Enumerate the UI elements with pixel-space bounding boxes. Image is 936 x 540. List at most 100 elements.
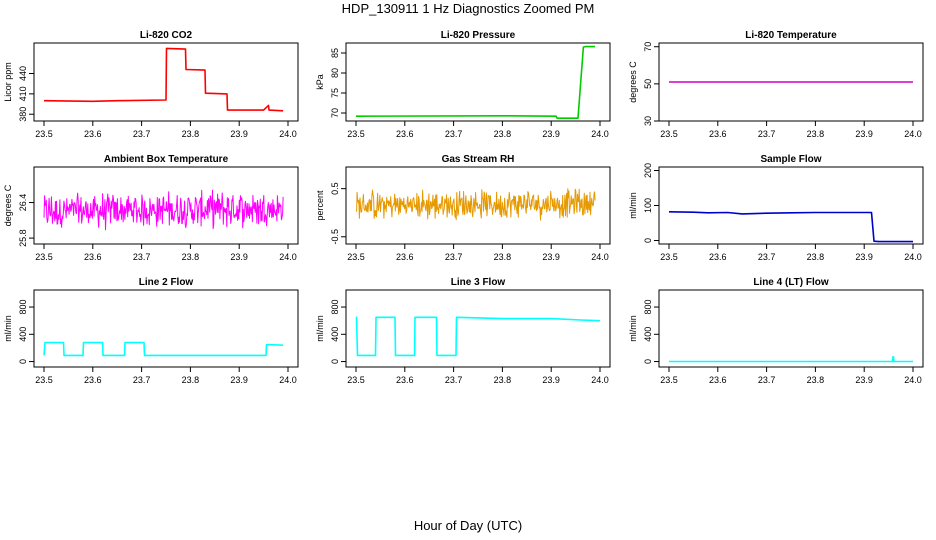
plot-frame	[345, 166, 611, 245]
series-line-line-2-flow	[43, 341, 284, 357]
y-axis-label: ml/min	[315, 315, 325, 342]
panel-li-820-temperature: Li-820 Temperature degrees C 23.5 23.6 23.7 2…	[628, 30, 924, 139]
x-tick-label: 23.8	[494, 252, 512, 262]
panel-title: Li-820 Pressure	[441, 30, 516, 41]
y-tick-label: 70	[643, 42, 653, 52]
panel-sample-flow: Sample Flow ml/min 23.5 23.6 23.7 23.8 23.9 24.…	[628, 154, 924, 262]
x-tick-label: 24.0	[279, 375, 297, 385]
series-line-li-820-pressure	[355, 45, 596, 119]
x-tick-label: 23.7	[445, 129, 463, 139]
x-tick-label: 24.0	[591, 129, 609, 139]
x-tick-label: 23.6	[709, 129, 727, 139]
y-tick-label: 50	[643, 79, 653, 89]
x-tick-label: 23.6	[84, 129, 102, 139]
x-tick-label: 23.8	[182, 252, 200, 262]
y-tick-label: 0	[18, 359, 28, 364]
x-tick-label: 23.5	[35, 252, 53, 262]
y-tick-label: 380	[18, 107, 28, 122]
panel-line-2-flow: Line 2 Flow ml/min 23.5 23.6 23.7 23.8 23.9 24.…	[3, 277, 299, 385]
x-tick-label: 23.8	[182, 375, 200, 385]
y-tick-label: 100	[643, 198, 653, 213]
x-tick-label: 23.9	[542, 129, 560, 139]
plot-frame	[658, 289, 924, 368]
plot-frame	[33, 42, 299, 122]
plot-frame	[33, 289, 299, 368]
x-tick-label: 23.9	[855, 129, 873, 139]
y-axis-label: ml/min	[628, 192, 638, 219]
x-axis-label: Hour of Day (UTC)	[413, 518, 523, 533]
plot-frame	[658, 42, 924, 122]
y-axis-label: ml/min	[3, 315, 13, 342]
y-tick-label: 30	[643, 116, 653, 126]
y-axis-label: Licor ppm	[3, 62, 13, 102]
panel-li-820-pressure: Li-820 Pressure kPa 23.5 23.6 23.7 23.8 23.9 24…	[315, 30, 611, 139]
y-tick-label: 800	[330, 300, 340, 315]
y-tick-label: 26.4	[18, 194, 28, 212]
x-tick-label: 24.0	[904, 129, 922, 139]
plot-frame	[658, 166, 924, 245]
x-tick-label: 23.9	[230, 375, 248, 385]
x-tick-label: 23.5	[660, 375, 678, 385]
panel-title: Gas Stream RH	[442, 154, 515, 165]
x-tick-label: 23.8	[182, 129, 200, 139]
y-axis-label: degrees C	[3, 184, 13, 226]
panel-title: Line 4 (LT) Flow	[753, 277, 829, 288]
x-tick-label: 23.5	[35, 375, 53, 385]
x-tick-label: 23.7	[758, 252, 776, 262]
x-tick-label: 23.9	[542, 375, 560, 385]
x-tick-label: 24.0	[279, 252, 297, 262]
panel-title: Line 3 Flow	[451, 277, 506, 288]
y-tick-label: 0	[643, 238, 653, 243]
x-tick-label: 23.8	[807, 129, 825, 139]
y-tick-label: 25.8	[18, 229, 28, 247]
series-line-gas-stream-rh	[355, 188, 596, 221]
y-tick-label: 85	[330, 48, 340, 58]
x-tick-label: 24.0	[904, 375, 922, 385]
panel-li-820-co2: Li-820 CO2 Licor ppm 23.5 23.6 23.7 23.8 23.9 2…	[3, 30, 299, 139]
x-tick-label: 24.0	[904, 252, 922, 262]
x-tick-label: 23.7	[133, 252, 151, 262]
y-axis-label: percent	[315, 190, 325, 221]
x-tick-label: 23.8	[807, 252, 825, 262]
x-tick-label: 23.7	[133, 129, 151, 139]
x-tick-label: 23.8	[494, 129, 512, 139]
panel-gas-stream-rh: Gas Stream RH percent 23.5 23.6 23.7 23.8 23.9…	[315, 154, 611, 262]
y-tick-label: 410	[18, 86, 28, 101]
y-tick-label: 0.5	[330, 182, 340, 195]
y-axis-label: ml/min	[628, 315, 638, 342]
x-tick-label: 23.7	[133, 375, 151, 385]
y-tick-label: 400	[330, 327, 340, 342]
y-tick-label: -0.5	[330, 229, 340, 245]
y-axis-label: degrees C	[628, 61, 638, 103]
x-tick-label: 23.8	[494, 375, 512, 385]
y-tick-label: 80	[330, 68, 340, 78]
x-tick-label: 23.9	[230, 252, 248, 262]
y-tick-label: 800	[643, 300, 653, 315]
x-tick-label: 23.5	[347, 375, 365, 385]
plot-frame	[345, 42, 611, 122]
x-tick-label: 23.6	[709, 252, 727, 262]
series-line-line-4-lt-flow	[669, 356, 913, 363]
y-tick-label: 0	[643, 359, 653, 364]
panel-title: Li-820 CO2	[140, 30, 193, 41]
panel-line-3-flow: Line 3 Flow ml/min 23.5 23.6 23.7 23.8 23.9 24.…	[315, 277, 611, 385]
x-tick-label: 23.5	[660, 252, 678, 262]
x-tick-label: 23.9	[855, 375, 873, 385]
x-tick-label: 23.6	[396, 252, 414, 262]
panel-title: Ambient Box Temperature	[104, 154, 229, 165]
x-tick-label: 23.7	[445, 375, 463, 385]
x-tick-label: 23.6	[396, 129, 414, 139]
y-tick-label: 0	[330, 359, 340, 364]
panel-title: Sample Flow	[760, 154, 821, 165]
x-tick-label: 23.9	[542, 252, 560, 262]
panel-ambient-box-temperature: Ambient Box Temperature degrees C 23.5 23.6…	[3, 154, 299, 262]
x-tick-label: 23.6	[709, 375, 727, 385]
panel-title: Li-820 Temperature	[745, 30, 837, 41]
series-line-sample-flow	[668, 211, 913, 243]
x-tick-label: 23.7	[758, 129, 776, 139]
plot-frame	[33, 166, 299, 245]
y-tick-label: 70	[330, 108, 340, 118]
series-line-line-3-flow	[355, 316, 601, 357]
x-tick-label: 24.0	[279, 129, 297, 139]
